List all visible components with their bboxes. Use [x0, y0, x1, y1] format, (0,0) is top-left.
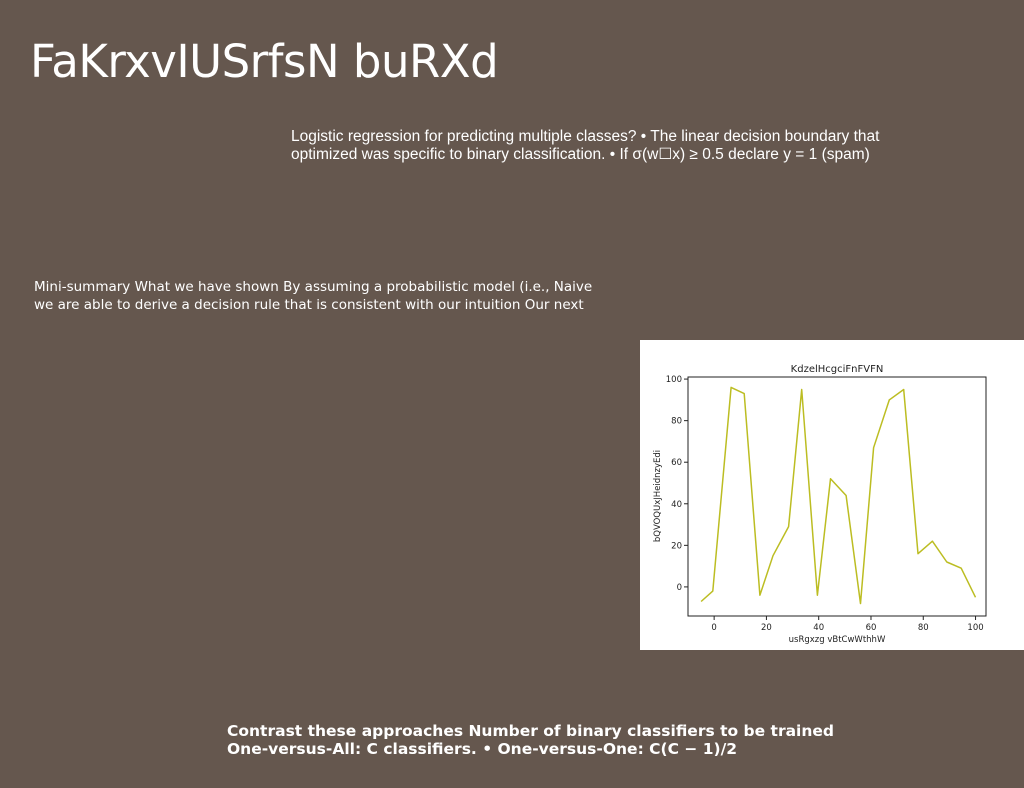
contrast-approaches-text: Contrast these approaches Number of bina… [227, 722, 927, 758]
y-tick-label: 100 [666, 375, 682, 385]
x-tick-label: 40 [813, 623, 824, 633]
y-tick-label: 80 [671, 417, 682, 427]
text-line: optimized was specific to binary classif… [291, 146, 870, 163]
text-line: we are able to derive a decision rule th… [34, 297, 584, 313]
x-tick-label: 20 [761, 623, 772, 633]
text-line: Logistic regression for predicting multi… [291, 128, 880, 145]
line-chart-panel: 0 20 40 60 80 100 0 20 40 60 80 100 KdzelHcgciFnFVF… [640, 340, 1024, 650]
slide-title: FaKrxvIUSrfsN buRXd [30, 35, 499, 88]
logistic-regression-text: Logistic regression for predicting multi… [291, 128, 921, 164]
x-tick-label: 100 [967, 623, 983, 633]
x-tick-label: 80 [918, 623, 929, 633]
chart-title: KdzelHcgciFnFVFN [791, 364, 884, 375]
text-line: Mini-summary What we have shown By assum… [34, 279, 593, 295]
y-tick-label: 60 [671, 458, 682, 468]
plot-frame [687, 376, 987, 617]
y-tick-label: 40 [671, 500, 682, 510]
line-chart: 0 20 40 60 80 100 0 20 40 60 80 100 KdzelHcgciFnFVF… [653, 364, 987, 645]
y-tick-label: 20 [671, 541, 682, 551]
series-line [700, 386, 977, 605]
x-tick-label: 0 [711, 623, 716, 633]
mini-summary-text: Mini-summary What we have shown By assum… [34, 278, 634, 314]
y-axis-label: bQVOQUxJHeidnzyEdi [653, 450, 663, 542]
x-axis-label: usRgxzg vBtCwWthhW [789, 635, 886, 645]
text-line: One-versus-All: C classifiers. • One-ver… [227, 740, 738, 758]
text-line: Contrast these approaches Number of bina… [227, 722, 835, 740]
y-tick-label: 0 [677, 583, 682, 593]
x-tick-label: 60 [866, 623, 877, 633]
